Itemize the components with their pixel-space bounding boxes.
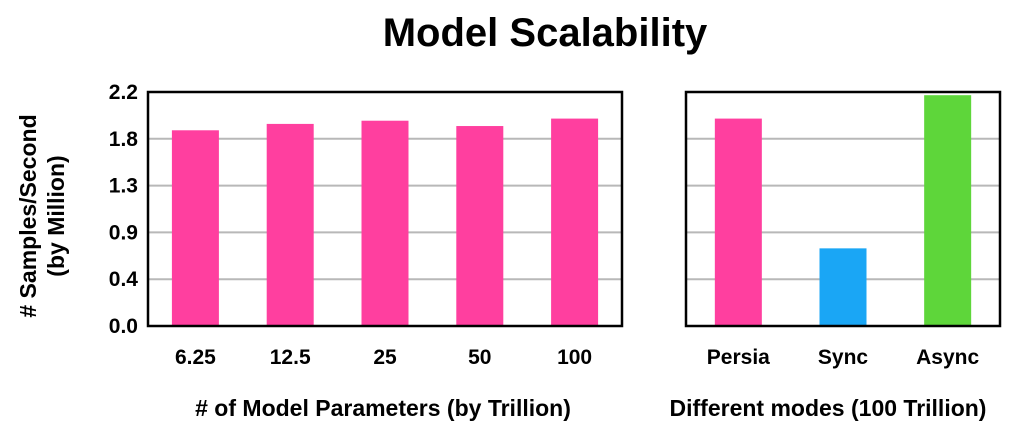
bar-persia — [714, 118, 762, 326]
bar-6-25 — [171, 130, 219, 326]
y-axis-label-line2: (by Million) — [43, 155, 69, 276]
y-tick-label: 1.8 — [109, 128, 139, 151]
bar-12-5 — [266, 123, 314, 326]
y-tick-label: 0.4 — [109, 268, 139, 291]
bar-50 — [456, 126, 504, 326]
plot-frame — [684, 90, 1002, 328]
bar-sync — [819, 248, 867, 326]
x-tick-label: 6.25 — [175, 346, 216, 369]
x-axis-label: Different modes (100 Trillion) — [670, 395, 987, 421]
x-tick-label: 25 — [373, 346, 397, 369]
x-tick-label: 12.5 — [270, 346, 311, 369]
y-tick-label: 2.2 — [109, 81, 138, 104]
right-panel-modes: Persia Sync Async Different modes (100 Tril… — [670, 90, 1002, 421]
x-axis-label: # of Model Parameters (by Trillion) — [195, 395, 571, 421]
plot-frame — [146, 90, 624, 328]
y-tick-label: 0.0 — [109, 315, 138, 338]
bar-100 — [551, 118, 599, 326]
bar-25 — [361, 120, 409, 326]
x-tick-label: Async — [916, 346, 979, 369]
x-tick-label: 100 — [557, 346, 592, 369]
bar-async — [924, 95, 972, 326]
y-tick-label: 1.3 — [109, 175, 138, 198]
y-axis-label-line1: # Samples/Second — [15, 114, 41, 317]
x-tick-label: Persia — [707, 346, 770, 369]
y-tick-label: 0.9 — [109, 221, 138, 244]
left-panel-params: 0.0 0.4 0.9 1.3 1.8 2.2 6.25 12.5 25 50 100 # of Mo… — [109, 81, 624, 421]
x-tick-label: 50 — [468, 346, 491, 369]
chart-title: Model Scalability — [383, 11, 708, 55]
x-tick-label: Sync — [818, 346, 869, 369]
